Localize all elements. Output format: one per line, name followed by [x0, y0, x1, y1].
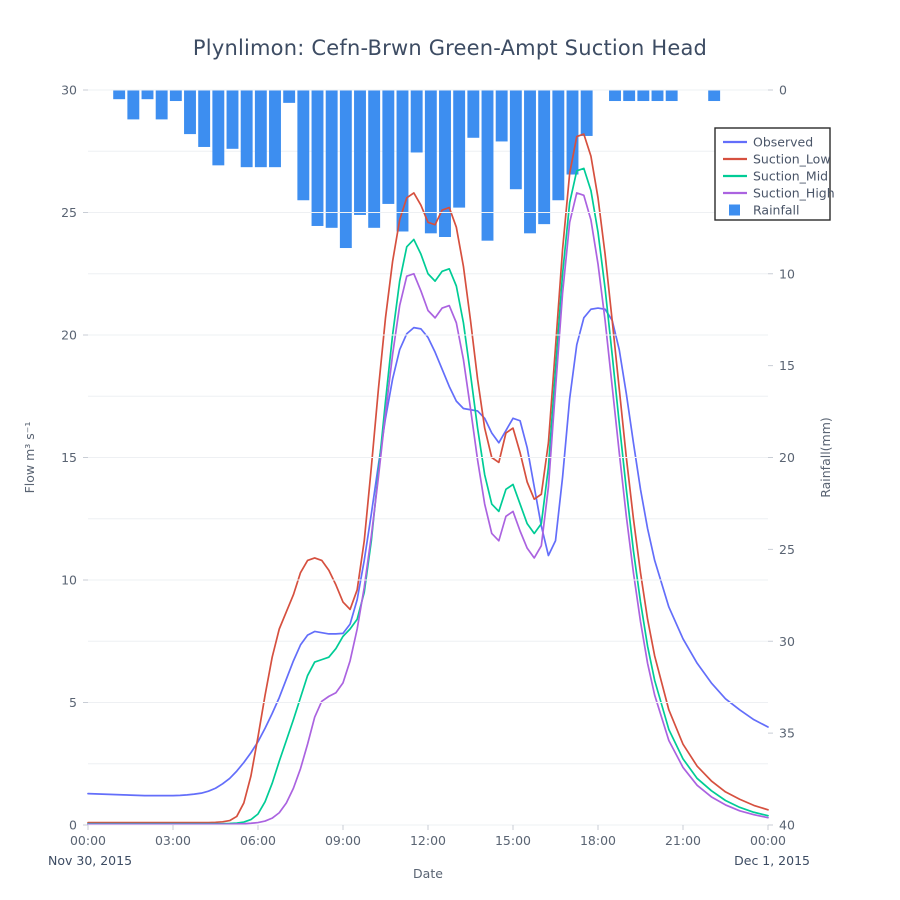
rainfall-bar: [439, 90, 451, 237]
y2-axis-tick-label: 40: [779, 818, 795, 833]
rainfall-bar: [651, 90, 664, 102]
series-line-suction_high: [87, 192, 769, 826]
rainfall-bar: [254, 90, 267, 168]
legend-label-rainfall: Rainfall: [753, 203, 799, 218]
y2-axis-tick-label: 30: [779, 634, 795, 649]
rainfall-bar: [524, 90, 536, 234]
rainfall-bar: [382, 90, 395, 204]
x-axis-title: Date: [413, 866, 443, 881]
rainfall-bar: [283, 90, 296, 103]
rainfall-bar: [155, 90, 168, 120]
x-axis-tick-label: 03:00: [155, 833, 191, 848]
y2-axis-tick-label: 15: [779, 358, 795, 373]
y-axis-title: Flow m³ s⁻¹: [22, 422, 37, 494]
y-axis-tick-label: 10: [61, 573, 77, 588]
rainfall-bar: [623, 90, 636, 102]
rainfall-bar: [184, 90, 196, 135]
rainfall-bar: [354, 90, 366, 215]
x-axis-tick-label: 09:00: [325, 833, 361, 848]
rainfall-bar: [453, 90, 466, 208]
rainfall-bar: [240, 90, 253, 168]
y-axis-tick-label: 15: [61, 450, 77, 465]
rainfall-bar: [396, 90, 409, 232]
y2-axis-tick-label: 35: [779, 726, 795, 741]
y2-axis-tick-label: 0: [779, 83, 787, 98]
x-axis-start-date: Nov 30, 2015: [48, 853, 132, 868]
rainfall-bar: [637, 90, 650, 102]
rainfall-bar: [311, 90, 324, 226]
rainfall-bar: [325, 90, 338, 228]
y-axis-tick-label: 25: [61, 205, 77, 220]
rainfall-bar: [226, 90, 239, 149]
y2-axis-tick-label: 25: [779, 542, 795, 557]
x-axis-tick-label: 12:00: [410, 833, 446, 848]
x-axis-tick-label: 18:00: [580, 833, 616, 848]
y-axis-tick-label: 30: [61, 83, 77, 98]
y-axis-tick-label: 0: [69, 818, 77, 833]
rainfall-bar: [198, 90, 211, 147]
x-axis-end-date: Dec 1, 2015: [734, 853, 810, 868]
rainfall-bar: [467, 90, 480, 138]
rainfall-bar: [410, 90, 423, 153]
x-axis-tick-label: 00:00: [70, 833, 106, 848]
y-axis-tick-label: 5: [69, 695, 77, 710]
rainfall-bar: [368, 90, 381, 228]
y2-axis-tick-label: 20: [779, 450, 795, 465]
rainfall-bar: [424, 90, 437, 234]
y2-axis-title: Rainfall(mm): [818, 417, 833, 498]
legend-label-suction_mid: Suction_Mid: [753, 169, 828, 184]
rainfall-bar: [538, 90, 551, 225]
rainfall-bar: [127, 90, 140, 120]
rainfall-bar: [552, 90, 565, 201]
y2-axis-tick-label: 10: [779, 266, 795, 281]
rainfall-bar: [141, 90, 154, 100]
legend-label-observed: Observed: [753, 135, 813, 150]
rainfall-bar: [481, 90, 494, 241]
legend-swatch-rainfall[interactable]: [729, 204, 740, 216]
series-line-suction_mid: [87, 167, 769, 825]
y-axis-tick-label: 20: [61, 328, 77, 343]
rainfall-bar: [212, 90, 225, 166]
legend-label-suction_low: Suction_Low: [753, 152, 831, 167]
rainfall-bar: [708, 90, 721, 102]
rainfall-bar: [113, 90, 126, 100]
rainfall-bar: [169, 90, 182, 102]
x-axis-tick-label: 06:00: [240, 833, 276, 848]
rainfall-bar: [297, 90, 310, 201]
rainfall-bar: [509, 90, 522, 190]
rainfall-bar: [339, 90, 352, 249]
page-title: Plynlimon: Cefn-Brwn Green-Ampt Suction …: [192, 36, 708, 60]
rainfall-bar: [495, 90, 508, 142]
x-axis-tick-label: 21:00: [665, 833, 701, 848]
rainfall-bar: [665, 90, 678, 102]
rainfall-bar: [580, 90, 593, 136]
rainfall-bar: [566, 90, 579, 175]
rainfall-bar: [609, 90, 621, 102]
series-line-suction_low: [87, 133, 769, 824]
x-axis-tick-label: 15:00: [495, 833, 531, 848]
legend-label-suction_high: Suction_High: [753, 186, 835, 201]
x-axis-tick-label: 00:00: [750, 833, 786, 848]
rainfall-bar: [269, 90, 281, 168]
